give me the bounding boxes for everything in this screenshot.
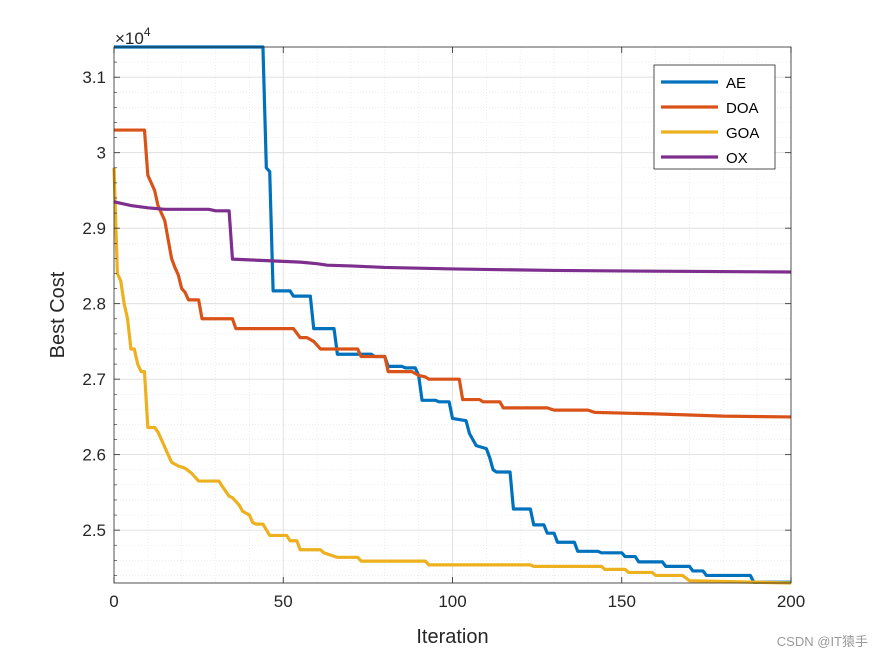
x-tick-label: 50 <box>274 592 293 611</box>
y-tick-label: 2.7 <box>82 370 106 389</box>
y-tick-label: 2.8 <box>82 295 106 314</box>
series-line-ox <box>113 200 792 274</box>
y-tick-label: 3 <box>97 144 106 163</box>
y-tick-label: 3.1 <box>82 68 106 87</box>
series-line-goa <box>112 167 792 585</box>
y-tick-label: 2.9 <box>82 219 106 238</box>
x-tick-label: 150 <box>608 592 636 611</box>
series-line-ae <box>114 45 791 584</box>
legend-label-ae: AE <box>726 75 746 92</box>
x-tick-label: 0 <box>109 592 118 611</box>
y-axis-label: Best Cost <box>47 271 69 358</box>
y-exponent-power: 4 <box>144 25 151 39</box>
y-tick-label: 2.5 <box>82 521 106 540</box>
y-exponent-label: ×104 <box>115 25 151 48</box>
x-tick-labels: 0 50 100 150 200 <box>109 592 805 611</box>
y-exponent-base: ×10 <box>115 29 144 48</box>
legend-label-doa: DOA <box>726 100 759 117</box>
series-layer <box>112 45 792 585</box>
y-tick-label: 2.6 <box>82 446 106 465</box>
series-line-doa <box>114 128 792 419</box>
legend-label-goa: GOA <box>726 125 759 142</box>
x-tick-label: 200 <box>777 592 805 611</box>
x-axis-label: Iteration <box>416 626 488 648</box>
y-tick-labels: 2.5 2.6 2.7 2.8 2.9 3 3.1 <box>82 68 106 540</box>
legend-label-ox: OX <box>726 150 748 167</box>
watermark: CSDN @IT猿手 <box>777 634 868 649</box>
x-tick-label: 100 <box>438 592 466 611</box>
legend: AE DOA GOA OX <box>653 64 776 170</box>
tick-marks <box>113 46 792 583</box>
